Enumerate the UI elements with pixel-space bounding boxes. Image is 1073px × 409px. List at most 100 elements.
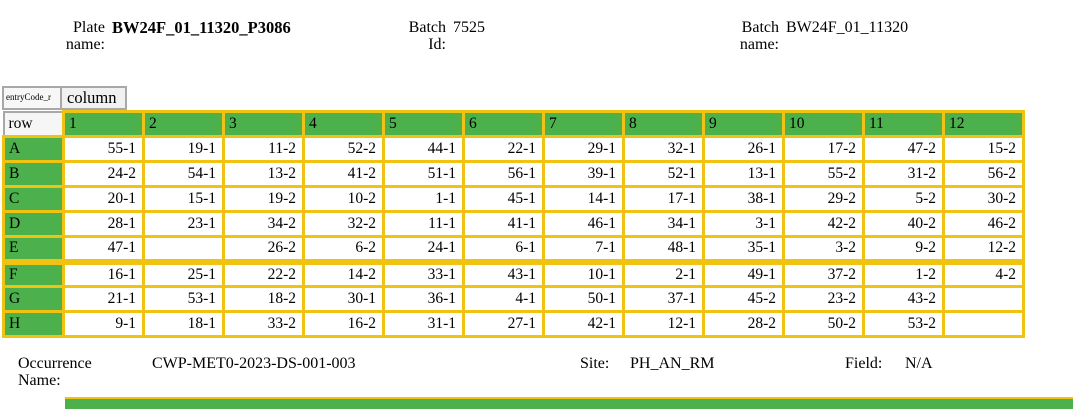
row-header-E: E xyxy=(2,235,65,263)
plate-cell-H8: 12-1 xyxy=(622,310,705,338)
plate-cell-F12: 4-2 xyxy=(942,258,1025,288)
column-header-10: 10 xyxy=(782,110,865,138)
column-header-2: 2 xyxy=(142,110,225,138)
plate-row-D: D 28-1 23-1 34-2 32-2 11-1 41-1 46-1 34-1 3-1 42-2… xyxy=(2,210,1025,238)
column-header-11: 11 xyxy=(862,110,945,138)
plate-cell-H11: 53-2 xyxy=(862,310,945,338)
plate-cell-B11: 31-2 xyxy=(862,160,945,188)
plate-cell-A10: 17-2 xyxy=(782,135,865,163)
plate-cell-E10: 3-2 xyxy=(782,235,865,263)
plate-cell-A12: 15-2 xyxy=(942,135,1025,163)
plate-cell-E5: 24-1 xyxy=(382,235,465,263)
plate-cell-C1: 20-1 xyxy=(62,185,145,213)
plate-cell-D7: 46-1 xyxy=(542,210,625,238)
column-header-6: 6 xyxy=(462,110,545,138)
plate-cell-E11: 9-2 xyxy=(862,235,945,263)
plate-cell-G4: 30-1 xyxy=(302,285,385,313)
row-header-H: H xyxy=(2,310,65,338)
plate-cell-H9: 28-2 xyxy=(702,310,785,338)
plate-table: row 1 2 3 4 5 6 7 8 9 10 11 12 A 55-1 19-1 11-2 52-2 44-1 2… xyxy=(2,110,1025,338)
plate-cell-H5: 31-1 xyxy=(382,310,465,338)
plate-cell-B4: 41-2 xyxy=(302,160,385,188)
plate-cell-B7: 39-1 xyxy=(542,160,625,188)
plate-cell-C5: 1-1 xyxy=(382,185,465,213)
plate-cell-D11: 40-2 xyxy=(862,210,945,238)
column-header-8: 8 xyxy=(622,110,705,138)
plate-grid: entryCode_r column row 1 2 3 4 5 6 7 8 9 10 11 12 A 55… xyxy=(2,86,1025,338)
entrycode-field-chip[interactable]: entryCode_r xyxy=(2,86,62,110)
plate-row-H: H 9-1 18-1 33-2 16-2 31-1 27-1 42-1 12-1 28-2 50-2… xyxy=(2,310,1025,338)
plate-cell-F10: 37-2 xyxy=(782,258,865,288)
column-field-chip[interactable]: column xyxy=(60,86,127,110)
plate-cell-A4: 52-2 xyxy=(302,135,385,163)
pivot-field-row: entryCode_r column xyxy=(2,86,1025,110)
plate-cell-G5: 36-1 xyxy=(382,285,465,313)
plate-cell-H10: 50-2 xyxy=(782,310,865,338)
plate-cell-F4: 14-2 xyxy=(302,258,385,288)
plate-cell-G3: 18-2 xyxy=(222,285,305,313)
plate-cell-G10: 23-2 xyxy=(782,285,865,313)
row-header-C: C xyxy=(2,185,65,213)
plate-cell-D4: 32-2 xyxy=(302,210,385,238)
plate-cell-C6: 45-1 xyxy=(462,185,545,213)
occurrence-name-label: Occurrence Name: xyxy=(18,355,92,389)
plate-cell-G11: 43-2 xyxy=(862,285,945,313)
plate-cell-A2: 19-1 xyxy=(142,135,225,163)
plate-cell-B8: 52-1 xyxy=(622,160,705,188)
column-header-9: 9 xyxy=(702,110,785,138)
plate-cell-G6: 4-1 xyxy=(462,285,545,313)
plate-cell-F5: 33-1 xyxy=(382,258,465,288)
plate-cell-B2: 54-1 xyxy=(142,160,225,188)
plate-cell-A1: 55-1 xyxy=(62,135,145,163)
plate-cell-B5: 51-1 xyxy=(382,160,465,188)
plate-cell-B12: 56-2 xyxy=(942,160,1025,188)
next-plate-header-strip xyxy=(65,397,1073,409)
column-header-3: 3 xyxy=(222,110,305,138)
batch-name-value: BW24F_01_11320 xyxy=(786,19,909,36)
batch-name-field: Batch name: BW24F_01_11320 xyxy=(733,19,909,53)
plate-cell-F8: 2-1 xyxy=(622,258,705,288)
plate-cell-A9: 26-1 xyxy=(702,135,785,163)
plate-cell-H1: 9-1 xyxy=(62,310,145,338)
batch-id-value: 7525 xyxy=(453,19,485,36)
batch-id-label: Batch Id: xyxy=(408,19,446,53)
plate-cell-C8: 17-1 xyxy=(622,185,705,213)
plate-cell-C12: 30-2 xyxy=(942,185,1025,213)
plate-cell-H4: 16-2 xyxy=(302,310,385,338)
row-header-F: F xyxy=(2,258,65,288)
plate-name-value: BW24F_01_11320_P3086 xyxy=(112,18,291,37)
plate-cell-F3: 22-2 xyxy=(222,258,305,288)
plate-cell-E1: 47-1 xyxy=(62,235,145,263)
field-value: N/A xyxy=(905,355,933,372)
plate-cell-E12: 12-2 xyxy=(942,235,1025,263)
plate-cell-C10: 29-2 xyxy=(782,185,865,213)
plate-cell-A6: 22-1 xyxy=(462,135,545,163)
field-field: Field: N/A xyxy=(845,355,933,373)
plate-cell-D6: 41-1 xyxy=(462,210,545,238)
plate-cell-G1: 21-1 xyxy=(62,285,145,313)
plate-cell-F6: 43-1 xyxy=(462,258,545,288)
plate-cell-G2: 53-1 xyxy=(142,285,225,313)
occurrence-name-value: CWP-MET0-2023-DS-001-003 xyxy=(152,355,356,372)
plate-cell-C9: 38-1 xyxy=(702,185,785,213)
plate-cell-A8: 32-1 xyxy=(622,135,705,163)
plate-row-G: G 21-1 53-1 18-2 30-1 36-1 4-1 50-1 37-1 45-2 23-2… xyxy=(2,285,1025,313)
batch-name-label: Batch name: xyxy=(739,19,779,53)
plate-cell-G9: 45-2 xyxy=(702,285,785,313)
plate-cell-C3: 19-2 xyxy=(222,185,305,213)
row-header-corner-label: row xyxy=(2,110,65,138)
occurrence-name-field: Occurrence Name: CWP-MET0-2023-DS-001-00… xyxy=(18,355,356,389)
plate-cell-B1: 24-2 xyxy=(62,160,145,188)
plate-cell-H7: 42-1 xyxy=(542,310,625,338)
plate-cell-E8: 48-1 xyxy=(622,235,705,263)
plate-cell-D5: 11-1 xyxy=(382,210,465,238)
plate-cell-B3: 13-2 xyxy=(222,160,305,188)
column-header-7: 7 xyxy=(542,110,625,138)
plate-cell-A5: 44-1 xyxy=(382,135,465,163)
plate-cell-D12: 46-2 xyxy=(942,210,1025,238)
plate-cell-B9: 13-1 xyxy=(702,160,785,188)
plate-cell-F2: 25-1 xyxy=(142,258,225,288)
plate-cell-D3: 34-2 xyxy=(222,210,305,238)
site-field: Site: PH_AN_RM xyxy=(580,355,714,373)
